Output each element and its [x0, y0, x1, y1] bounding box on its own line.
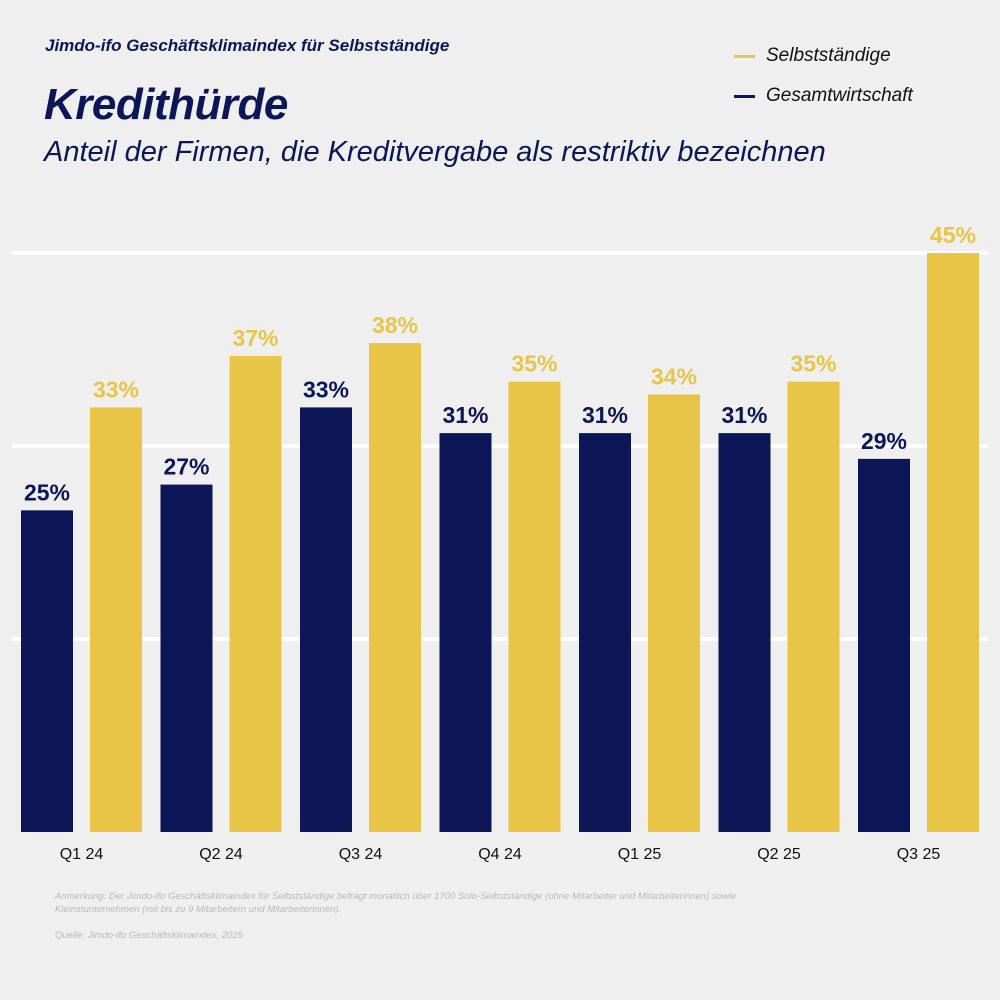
data-label: 25%: [24, 479, 70, 505]
x-tick-label: Q1 24: [60, 846, 104, 863]
x-tick-label: Q3 24: [339, 846, 383, 863]
bar: [439, 433, 492, 832]
legend-label: Selbstständige: [766, 45, 891, 66]
source-note: Quelle: Jimdo-ifo Geschäftsklimaindex, 2…: [55, 930, 243, 941]
bar: [718, 433, 771, 832]
bar: [858, 458, 910, 832]
legend-swatch-gesamtwirtschaft: [734, 94, 755, 98]
bar: [787, 381, 840, 832]
bar: [648, 394, 700, 832]
bar: [927, 253, 979, 832]
bar: [508, 381, 561, 832]
data-label: 35%: [790, 351, 836, 377]
x-tick-label: Q3 25: [897, 846, 941, 863]
legend-label: Gesamtwirtschaft: [766, 85, 913, 106]
bar: [160, 484, 213, 832]
data-label: 29%: [861, 428, 907, 454]
chart-kicker: Jimdo-ifo Geschäftsklimaindex für Selbst…: [45, 36, 450, 55]
legend-item-selbststaendige: Selbstständige: [734, 36, 913, 76]
footnote: Anmerkung: Der Jimdo-ifo Geschäftsklimai…: [55, 891, 737, 915]
legend: Selbstständige Gesamtwirtschaft: [734, 36, 913, 116]
bar: [90, 407, 142, 832]
x-tick-label: Q1 25: [618, 846, 662, 863]
data-label: 38%: [372, 312, 418, 338]
x-tick-label: Q2 24: [199, 846, 243, 863]
bar: [300, 407, 352, 832]
data-label: 31%: [721, 402, 767, 428]
bar: [369, 343, 421, 832]
x-tick-label: Q4 24: [478, 846, 522, 863]
x-tick-label: Q2 25: [757, 846, 801, 863]
bar: [229, 355, 282, 832]
data-label: 37%: [232, 325, 278, 351]
legend-item-gesamtwirtschaft: Gesamtwirtschaft: [734, 76, 913, 116]
data-label: 31%: [582, 402, 628, 428]
data-label: 33%: [93, 376, 139, 402]
data-label: 34%: [651, 364, 697, 390]
bar: [579, 433, 631, 832]
chart-title: Kredithürde: [44, 80, 288, 129]
data-label: 35%: [511, 351, 557, 377]
data-label: 45%: [930, 222, 976, 248]
data-label: 31%: [442, 402, 488, 428]
chart-subtitle: Anteil der Firmen, die Kreditvergabe als…: [44, 136, 826, 168]
legend-swatch-selbststaendige: [734, 54, 755, 58]
data-label: 33%: [303, 376, 349, 402]
bar: [21, 510, 73, 832]
data-label: 27%: [163, 454, 209, 480]
